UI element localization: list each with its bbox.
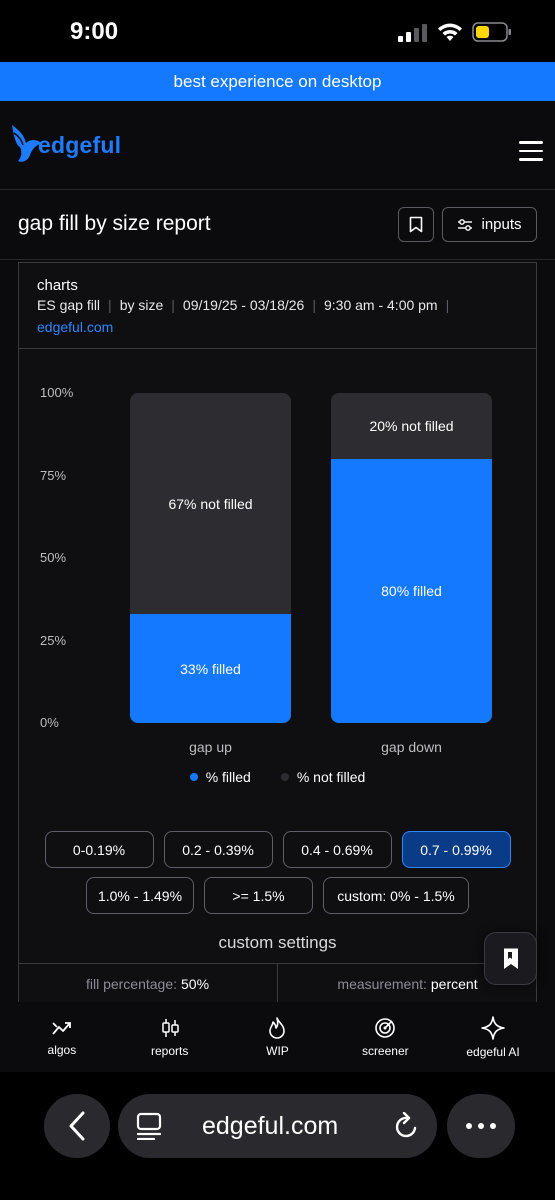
status-time: 9:00	[70, 18, 119, 45]
bar-segment-filled: 33% filled	[130, 614, 291, 723]
status-bar: 9:00	[0, 0, 555, 62]
meta-session: 9:30 am - 4:00 pm	[323, 297, 438, 313]
custom-settings-row: fill percentage: 50% measurement: percent	[18, 963, 537, 1003]
y-tick-label: 50%	[40, 550, 67, 565]
size-filter-button[interactable]: >= 1.5%	[204, 877, 313, 914]
edgeful-logo[interactable]: edgeful	[10, 123, 121, 165]
nav-reports[interactable]: reports	[125, 1017, 215, 1058]
more-dot-icon	[490, 1123, 496, 1129]
bookmark-button[interactable]	[398, 207, 434, 242]
size-filter-row-1: 0-0.19% 0.2 - 0.39% 0.4 - 0.69% 0.7 - 0.99%	[19, 831, 536, 868]
desktop-banner: best experience on desktop	[0, 62, 555, 101]
radar-icon	[375, 1017, 396, 1038]
meta-instrument: ES gap fill	[37, 297, 101, 313]
more-dot-icon	[466, 1123, 472, 1129]
size-filter-row-2: 1.0% - 1.49% >= 1.5% custom: 0% - 1.5%	[19, 877, 536, 914]
reader-mode-icon[interactable]	[136, 1112, 162, 1140]
browser-back-button[interactable]	[44, 1094, 110, 1158]
nav-wip-label: WIP	[266, 1043, 289, 1058]
bar-segment-not-filled: 67% not filled	[168, 495, 253, 512]
measurement-value: percent	[430, 975, 478, 992]
browser-more-button[interactable]	[447, 1094, 515, 1158]
browser-toolbar: edgeful.com	[0, 1072, 555, 1200]
bottom-navigation: algos reports WIP screener edgeful AI	[0, 1002, 555, 1072]
stacked-bar-chart: 100% 75% 50% 25% 0% 67% not filled 33% filled…	[19, 363, 536, 803]
battery-icon	[472, 22, 511, 42]
meta-grouping: by size	[119, 297, 164, 313]
report-meta: ES gap fill | by size | 09/19/25 - 03/18/26 |…	[37, 297, 450, 313]
y-tick-label: 0%	[40, 715, 59, 730]
sparkle-icon	[481, 1015, 505, 1040]
y-tick-label: 75%	[40, 467, 67, 483]
x-axis-label: gap up	[189, 739, 232, 755]
chevron-left-icon	[69, 1111, 85, 1141]
size-filter-button[interactable]: 0.7 - 0.99%	[401, 831, 511, 868]
size-filter-button[interactable]: 0.2 - 0.39%	[163, 831, 273, 868]
size-filter-button[interactable]: 0.4 - 0.69%	[282, 831, 392, 868]
meta-date-range: 09/19/25 - 03/18/26	[182, 297, 305, 313]
legend-item: % filled	[189, 769, 251, 785]
fill-percentage-setting[interactable]: fill percentage: 50%	[18, 964, 277, 1003]
wifi-icon	[438, 23, 462, 41]
sliders-icon	[458, 218, 473, 231]
legend-label: % filled	[205, 769, 251, 785]
bar-segment-not-filled: 20% not filled	[369, 418, 454, 434]
nav-edgeful-ai-label: edgeful AI	[466, 1044, 520, 1059]
size-filter-button[interactable]: 1.0% - 1.49%	[86, 877, 194, 914]
card-header: charts ES gap fill | by size | 09/19/25 - 03…	[19, 263, 536, 349]
legend-item: % not filled	[280, 769, 366, 785]
nav-reports-label: reports	[151, 1043, 189, 1058]
nav-screener-label: screener	[361, 1043, 409, 1058]
nav-edgeful-ai[interactable]: edgeful AI	[448, 1015, 538, 1059]
stacked-bar-gap-down[interactable]: 20% not filled 80% filled	[331, 393, 492, 723]
logo-text: edgeful	[38, 132, 122, 158]
stacked-bar-gap-up[interactable]: 67% not filled 33% filled	[130, 393, 291, 723]
bar-segment-filled: 80% filled	[331, 459, 492, 723]
measurement-label: measurement:	[337, 975, 427, 992]
bookmarks-icon	[503, 948, 518, 969]
more-dot-icon	[478, 1123, 484, 1129]
bookmark-icon	[409, 216, 423, 233]
report-title-bar: gap fill by size report inputs	[0, 190, 555, 260]
bird-logo-icon	[12, 125, 42, 162]
custom-settings-title: custom settings	[218, 933, 337, 952]
url-text: edgeful.com	[202, 1112, 339, 1140]
chart-legend: % filled % not filled	[19, 769, 536, 785]
address-bar[interactable]: edgeful.com	[118, 1094, 437, 1158]
cellular-signal-icon	[398, 24, 427, 42]
inputs-button[interactable]: inputs	[442, 207, 537, 242]
size-filter-button[interactable]: 0-0.19%	[44, 831, 154, 868]
x-axis-label: gap down	[381, 739, 442, 755]
measurement-setting[interactable]: measurement: percent	[277, 964, 537, 1003]
hamburger-menu-icon[interactable]	[519, 141, 543, 161]
nav-wip[interactable]: WIP	[232, 1016, 322, 1058]
fill-percentage-label: fill percentage:	[85, 975, 178, 992]
size-filter-button[interactable]: custom: 0% - 1.5%	[323, 877, 469, 914]
report-card: charts ES gap fill | by size | 09/19/25 - 03…	[18, 262, 537, 1003]
nav-algos[interactable]: algos	[17, 1018, 107, 1057]
flame-icon	[269, 1016, 286, 1039]
y-tick-label: 100%	[40, 385, 74, 400]
nav-algos-label: algos	[47, 1042, 77, 1057]
legend-dot-icon	[189, 773, 198, 781]
site-header: edgeful	[0, 101, 555, 190]
floating-bookmarks-button[interactable]	[484, 932, 537, 985]
reload-icon[interactable]	[394, 1112, 420, 1140]
candlestick-icon	[161, 1018, 179, 1037]
site-link[interactable]: edgeful.com	[37, 319, 114, 335]
nav-screener[interactable]: screener	[340, 1017, 430, 1058]
trend-up-icon	[52, 1021, 71, 1035]
fill-percentage-value: 50%	[181, 975, 210, 992]
legend-dot-icon	[280, 773, 289, 781]
inputs-label: inputs	[481, 216, 522, 233]
legend-label: % not filled	[296, 769, 366, 785]
y-tick-label: 25%	[40, 632, 67, 648]
page-title: gap fill by size report	[18, 212, 211, 235]
card-title: charts	[37, 277, 78, 294]
